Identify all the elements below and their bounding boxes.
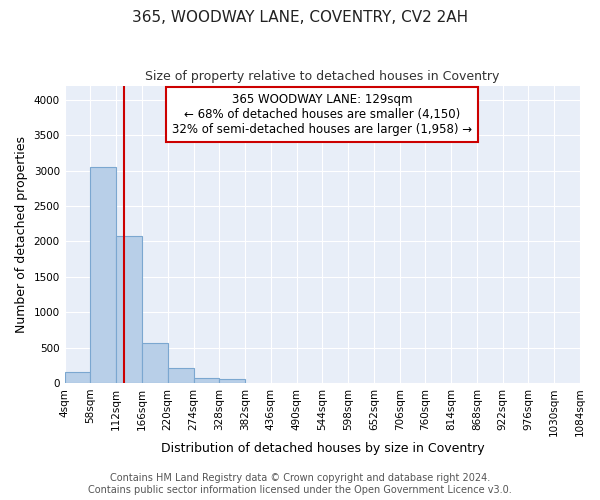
Bar: [65, 372, 91, 383]
Bar: [142, 342, 168, 383]
Text: Contains HM Land Registry data © Crown copyright and database right 2024.
Contai: Contains HM Land Registry data © Crown c…: [88, 474, 512, 495]
Title: Size of property relative to detached houses in Coventry: Size of property relative to detached ho…: [145, 70, 500, 83]
Text: 365 WOODWAY LANE: 129sqm
← 68% of detached houses are smaller (4,150)
32% of sem: 365 WOODWAY LANE: 129sqm ← 68% of detach…: [172, 93, 472, 136]
Bar: [193, 378, 219, 383]
Bar: [168, 368, 193, 383]
Text: 365, WOODWAY LANE, COVENTRY, CV2 2AH: 365, WOODWAY LANE, COVENTRY, CV2 2AH: [132, 10, 468, 25]
X-axis label: Distribution of detached houses by size in Coventry: Distribution of detached houses by size …: [161, 442, 484, 455]
Y-axis label: Number of detached properties: Number of detached properties: [15, 136, 28, 333]
Bar: [116, 236, 142, 383]
Bar: [91, 167, 116, 383]
Bar: [219, 380, 245, 383]
